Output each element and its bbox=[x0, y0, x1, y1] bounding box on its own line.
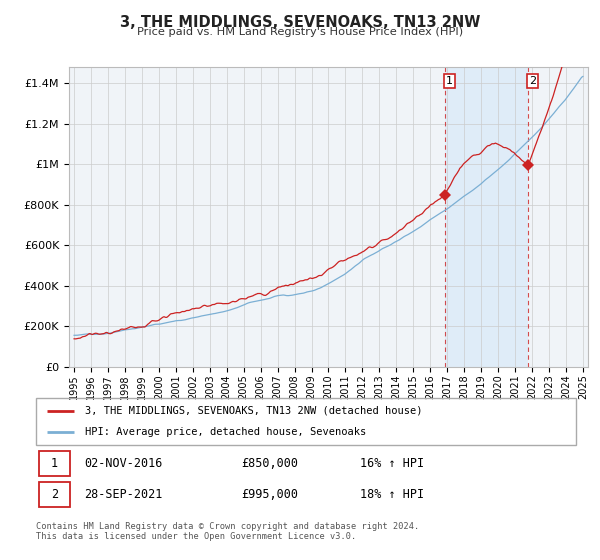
Text: 02-NOV-2016: 02-NOV-2016 bbox=[85, 457, 163, 470]
Text: 16% ↑ HPI: 16% ↑ HPI bbox=[360, 457, 424, 470]
Text: £850,000: £850,000 bbox=[241, 457, 298, 470]
Text: 3, THE MIDDLINGS, SEVENOAKS, TN13 2NW: 3, THE MIDDLINGS, SEVENOAKS, TN13 2NW bbox=[120, 15, 480, 30]
Text: 28-SEP-2021: 28-SEP-2021 bbox=[85, 488, 163, 501]
Text: 1: 1 bbox=[446, 76, 453, 86]
Bar bbox=[39, 451, 70, 476]
Text: 1: 1 bbox=[51, 457, 58, 470]
Bar bbox=[39, 482, 70, 506]
Text: 18% ↑ HPI: 18% ↑ HPI bbox=[360, 488, 424, 501]
Text: 3, THE MIDDLINGS, SEVENOAKS, TN13 2NW (detached house): 3, THE MIDDLINGS, SEVENOAKS, TN13 2NW (d… bbox=[85, 406, 422, 416]
Text: Price paid vs. HM Land Registry's House Price Index (HPI): Price paid vs. HM Land Registry's House … bbox=[137, 27, 463, 37]
Text: 2: 2 bbox=[529, 76, 536, 86]
Bar bbox=[445, 67, 527, 367]
Text: £995,000: £995,000 bbox=[241, 488, 298, 501]
Text: HPI: Average price, detached house, Sevenoaks: HPI: Average price, detached house, Seve… bbox=[85, 427, 366, 437]
Text: Contains HM Land Registry data © Crown copyright and database right 2024.
This d: Contains HM Land Registry data © Crown c… bbox=[36, 522, 419, 542]
Text: 2: 2 bbox=[51, 488, 58, 501]
